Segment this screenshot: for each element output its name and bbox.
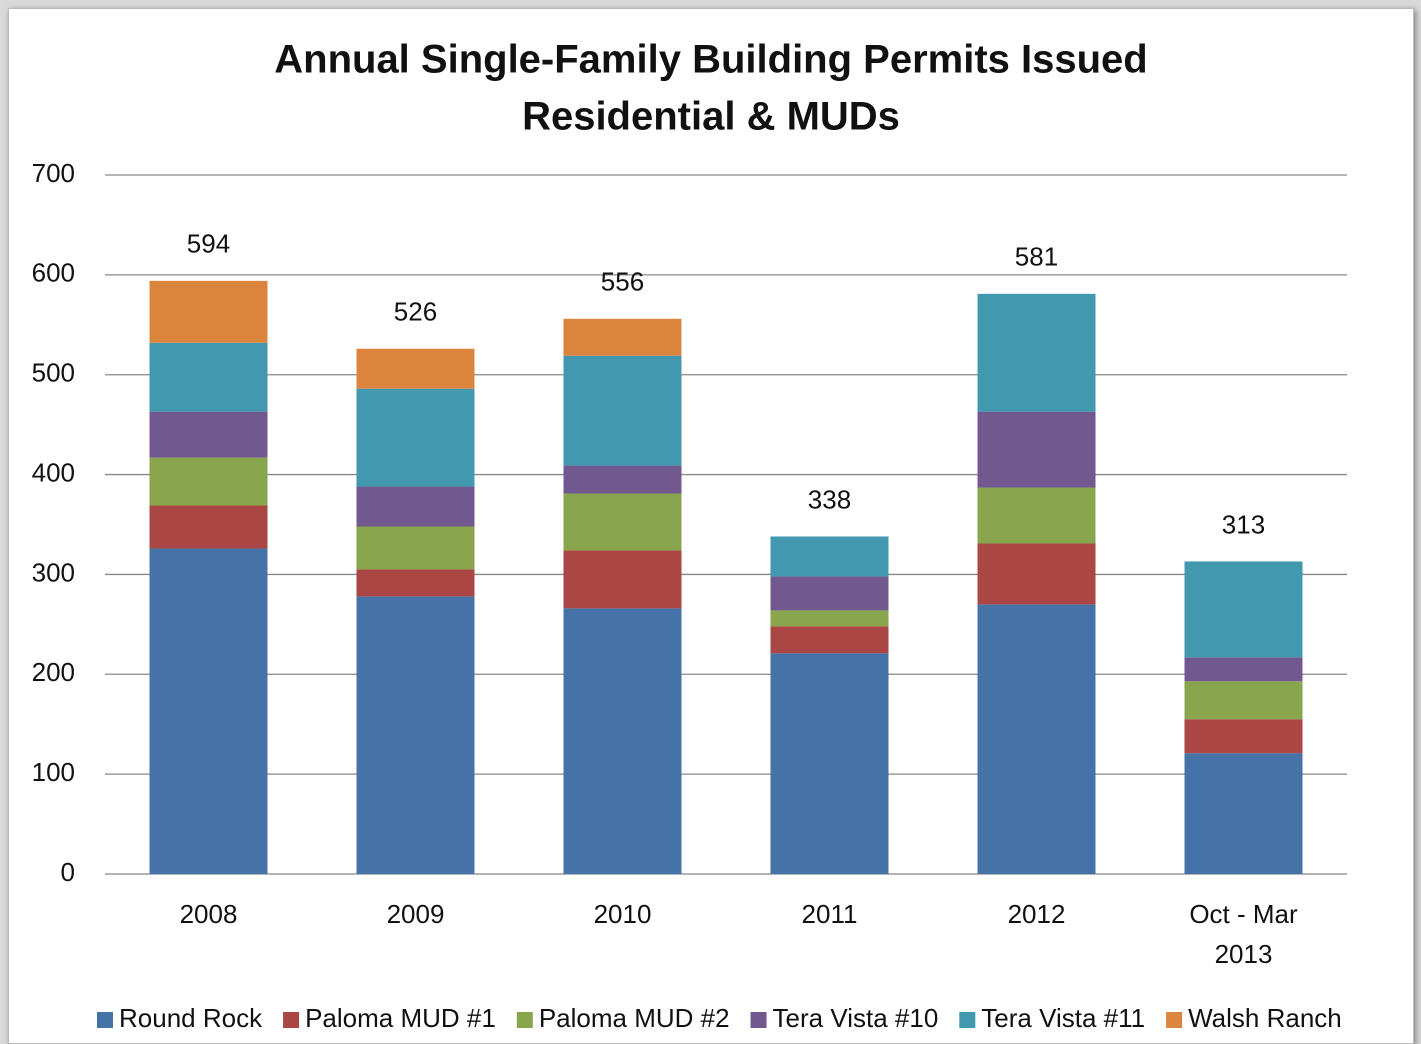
chart-title: Annual Single-Family Building Permits Is… — [274, 38, 1147, 82]
x-tick-label: 2009 — [386, 899, 445, 929]
bar-segment — [977, 411, 1096, 488]
legend-swatch — [750, 1012, 767, 1028]
y-tick-label: 200 — [32, 657, 75, 687]
bar-segment — [1184, 681, 1303, 720]
bar-segment — [770, 536, 889, 577]
bar-segment — [563, 355, 682, 466]
bar-segment — [149, 548, 268, 874]
bar-segment — [149, 505, 268, 549]
bar-segment — [977, 543, 1096, 605]
bar-segment — [356, 486, 475, 527]
legend-swatch — [516, 1012, 533, 1028]
bar-segment — [149, 457, 268, 506]
legend-swatch — [97, 1012, 113, 1028]
bar-segment — [149, 280, 268, 343]
legend-label: Tera Vista #11 — [981, 1003, 1145, 1033]
total-label: 526 — [394, 297, 437, 327]
y-tick-label: 400 — [32, 457, 75, 487]
y-tick-label: 300 — [32, 557, 75, 587]
bar-segment — [770, 610, 889, 627]
legend-label: Walsh Ranch — [1188, 1003, 1342, 1033]
bar-segment — [977, 604, 1096, 874]
x-tick-label: 2011 — [801, 899, 858, 929]
bar-segment — [977, 293, 1096, 412]
bar-segment — [1184, 657, 1303, 682]
legend-label: Tera Vista #10 — [773, 1003, 939, 1033]
total-label: 581 — [1015, 242, 1058, 272]
bar-segment — [149, 411, 268, 458]
x-tick-label: 2010 — [593, 899, 652, 929]
bar-segment — [563, 550, 682, 609]
total-label: 338 — [808, 484, 851, 514]
bar-segment — [356, 348, 475, 389]
total-label: 313 — [1222, 509, 1265, 539]
chart-subtitle: Residential & MUDs — [522, 95, 900, 139]
bar-segment — [356, 526, 475, 570]
y-tick-label: 500 — [32, 358, 75, 388]
bar-segment — [1184, 719, 1303, 754]
bar-segment — [770, 576, 889, 611]
bar-segment — [356, 388, 475, 487]
bar-segment — [770, 626, 889, 654]
x-tick-label: 2008 — [179, 899, 238, 929]
bar-segment — [563, 318, 682, 356]
legend-swatch — [959, 1012, 976, 1028]
total-label: 556 — [601, 267, 644, 297]
legend-swatch — [283, 1012, 300, 1028]
y-tick-label: 700 — [32, 158, 75, 188]
bar-segment — [770, 653, 889, 874]
bar-segment — [977, 487, 1096, 544]
bar-segment — [356, 569, 475, 597]
legend-label: Paloma MUD #1 — [305, 1003, 496, 1033]
x-tick-label: 2012 — [1007, 899, 1066, 929]
legend-swatch — [1166, 1012, 1183, 1028]
legend-label: Paloma MUD #2 — [539, 1003, 730, 1033]
bar-segment — [563, 608, 682, 874]
bar-segment — [563, 465, 682, 494]
bar-segment — [563, 493, 682, 551]
y-tick-label: 600 — [32, 258, 75, 288]
total-label: 594 — [187, 229, 230, 259]
legend-label: Round Rock — [119, 1003, 263, 1033]
x-tick-label: Oct - Mar 2013 — [1189, 899, 1298, 969]
y-tick-label: 0 — [61, 857, 75, 887]
bar-segment — [356, 596, 475, 874]
y-tick-label: 100 — [32, 757, 75, 787]
bar-segment — [149, 342, 268, 412]
bar-segment — [1184, 753, 1303, 874]
bar-segment — [1184, 561, 1303, 658]
